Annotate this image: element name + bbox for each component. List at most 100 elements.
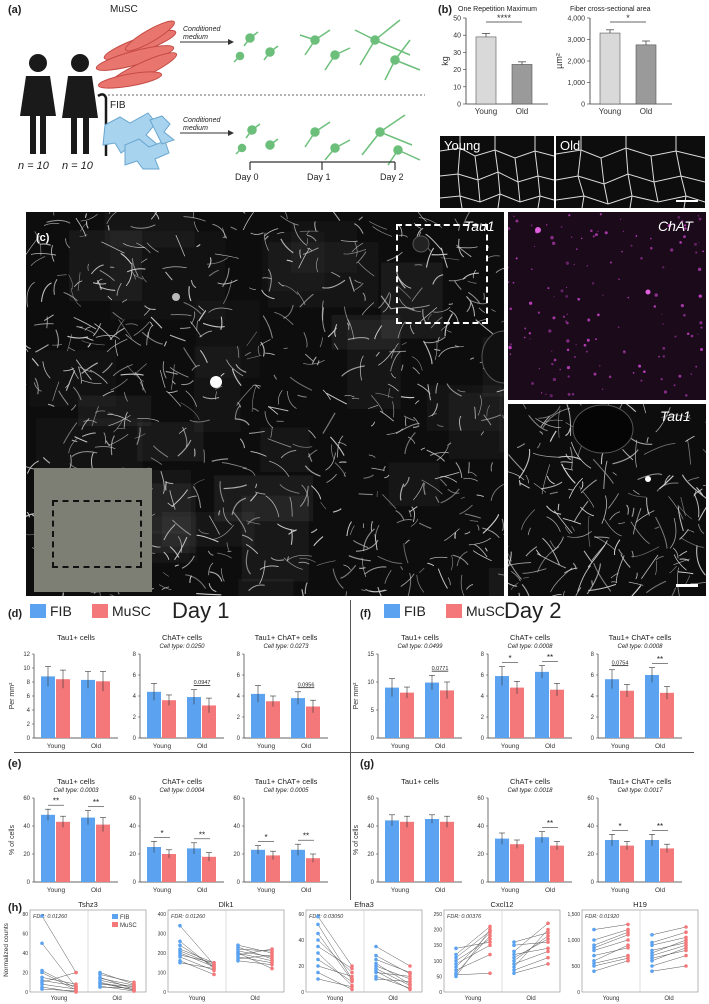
chat-dot [608,375,612,379]
y-tick-label: 2 [481,715,485,721]
tau1-zoom-image: Tau1 [508,404,706,596]
neurite [332,568,344,589]
neurite [172,519,192,536]
b-tick-label: 20 [453,67,461,74]
neurite [241,534,253,542]
neurite [143,308,151,316]
neurite [287,556,290,562]
neurite [687,439,692,465]
neurite [571,525,575,532]
neurite [297,394,307,398]
neurite [477,524,480,531]
neurite [401,342,407,346]
neurite [495,267,504,273]
bar-fib [187,848,201,882]
bar-musc [400,821,414,882]
zoom-debris [572,404,634,454]
chat-dot [565,286,568,289]
chat-dot [683,235,686,239]
neurite [446,329,452,333]
neurite [569,446,573,470]
neurite [484,547,488,552]
h-pair-line [237,950,273,958]
b-tick-label: 1,000 [567,80,585,87]
bar-fib [645,675,659,738]
panel-a-illustration [20,19,425,170]
neurite [196,592,222,596]
neurite [191,364,200,371]
neurite [213,524,234,540]
neurite [518,448,531,479]
h-pair-line [317,965,353,977]
bar-chart-g3: Tau1+ ChAT+ cells Cell type: 0.0017 0 20 40 6… [587,777,682,894]
chat-dot [531,268,533,270]
chat-dot [679,241,682,244]
neurite [42,456,51,464]
neurite [319,337,323,348]
y-tick-label: 20 [129,852,136,858]
chat-dot [528,332,531,335]
h-dot-musc [488,971,492,976]
h-dot-musc [684,946,688,950]
old-fiber-image: Old [556,136,705,208]
neurite [214,253,239,259]
neurite [522,404,527,410]
neurite [696,486,704,496]
neurite [282,284,299,295]
neurite [601,495,607,524]
neurite [246,331,258,346]
neurite [269,460,290,477]
neurite [668,496,684,520]
h-dot-musc [408,977,412,981]
y-tick-label: 8 [27,680,31,686]
neurite [436,424,444,427]
neurite [125,323,139,326]
neurite [196,320,199,331]
neurite [187,495,197,499]
chat-dot [632,372,635,374]
bar-musc [550,689,564,738]
neurite [440,476,458,483]
h-dot-fib [512,952,516,957]
h-dot-musc [408,979,412,984]
neurite [112,311,123,320]
neurite [435,382,439,394]
h-pair-line [317,933,353,981]
h-dot-musc [270,953,274,957]
h-pair-line [179,960,215,975]
conditioned-medium-bottom: Conditioned medium [183,117,221,132]
h-pair-line [651,947,687,962]
young-micro-label: Young [444,138,481,153]
h-xtick: Young [189,996,206,1002]
neurite [362,292,366,301]
neurite [632,489,640,495]
chat-dot [560,289,564,293]
old-micro-label: Old [560,138,581,153]
neurite [260,341,265,357]
chat-dot [509,307,513,311]
h-ytick: 60 [298,912,304,918]
neurite [702,484,706,487]
neurite [112,364,133,377]
bar-musc [550,845,564,882]
neurite [679,528,689,540]
panel-e-label: (e) [8,758,22,770]
neurite [561,463,576,484]
h-pair-line [455,944,491,965]
neurite [501,320,504,323]
neurite [553,536,564,552]
neurite [78,326,96,335]
h-pair-line [179,925,215,965]
neurite [322,389,331,400]
neurite [434,340,438,360]
h-ytick: 100 [158,971,167,977]
neurite [332,508,342,513]
neurite [284,212,288,219]
h-dot-musc [488,924,492,929]
neurite [631,585,642,596]
neurite [460,496,465,500]
b-tick-label: 4,000 [567,16,585,23]
chart-subtitle: Cell type: 0.0008 [507,644,553,650]
h-pair-line [41,988,77,992]
chat-dot [568,214,571,217]
